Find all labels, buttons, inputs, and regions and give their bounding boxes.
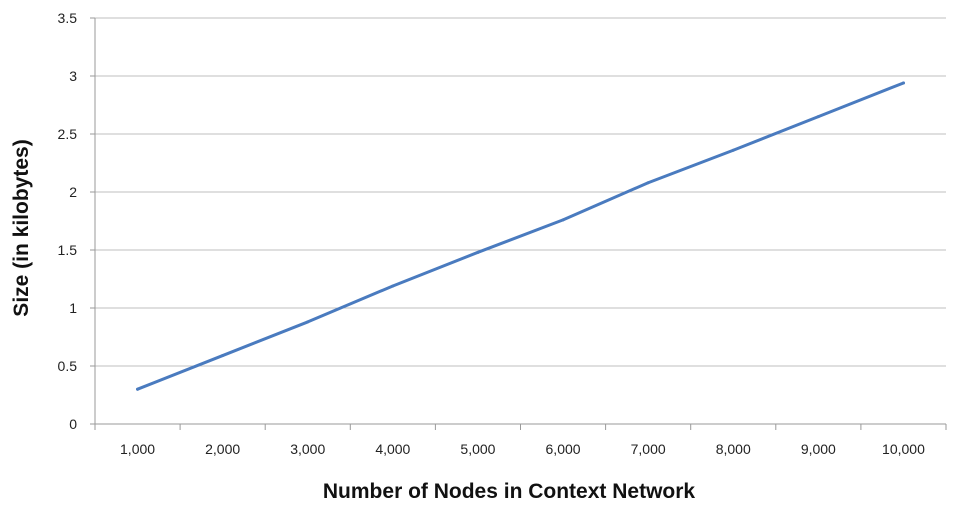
gridlines xyxy=(95,17,946,367)
x-tick-label: 8,000 xyxy=(716,441,751,457)
y-tick-label: 0 xyxy=(69,416,77,432)
y-tick-label: 0.5 xyxy=(58,358,78,374)
data-point xyxy=(221,354,225,358)
y-tick-label: 2.5 xyxy=(58,126,78,142)
y-tick-label: 1 xyxy=(69,300,77,316)
x-tick-label: 9,000 xyxy=(801,441,836,457)
x-tick-label: 6,000 xyxy=(546,441,581,457)
data-point xyxy=(561,218,565,222)
x-tick-label: 7,000 xyxy=(631,441,666,457)
x-axis-label: Number of Nodes in Context Network xyxy=(323,480,696,503)
data-point xyxy=(476,250,480,254)
data-point xyxy=(306,320,310,324)
x-tick-label: 5,000 xyxy=(460,441,495,457)
x-tick-label: 3,000 xyxy=(290,441,325,457)
data-point xyxy=(816,115,820,119)
x-tick-label: 4,000 xyxy=(375,441,410,457)
y-tick-label: 3.5 xyxy=(58,10,78,26)
y-tick-labels: 0 0.5 1 1.5 2 2.5 3 3.5 xyxy=(58,10,78,432)
series-group xyxy=(136,81,905,391)
y-tick-label: 1.5 xyxy=(58,242,78,258)
y-tick-label: 3 xyxy=(69,68,77,84)
y-tick-label: 2 xyxy=(69,184,77,200)
x-tick-labels: 1,000 2,000 3,000 4,000 5,000 6,000 7,000 8,000… xyxy=(120,441,925,457)
x-tick-label: 2,000 xyxy=(205,441,240,457)
data-point xyxy=(646,181,650,185)
x-tick-label: 1,000 xyxy=(120,441,155,457)
x-tick-label: 10,000 xyxy=(882,441,925,457)
y-axis-label: Size (in kilobytes) xyxy=(10,139,33,316)
data-point xyxy=(136,387,140,391)
axes xyxy=(90,17,947,430)
data-point xyxy=(901,81,905,85)
series-line xyxy=(136,81,905,391)
data-point xyxy=(391,284,395,288)
data-point xyxy=(731,148,735,152)
